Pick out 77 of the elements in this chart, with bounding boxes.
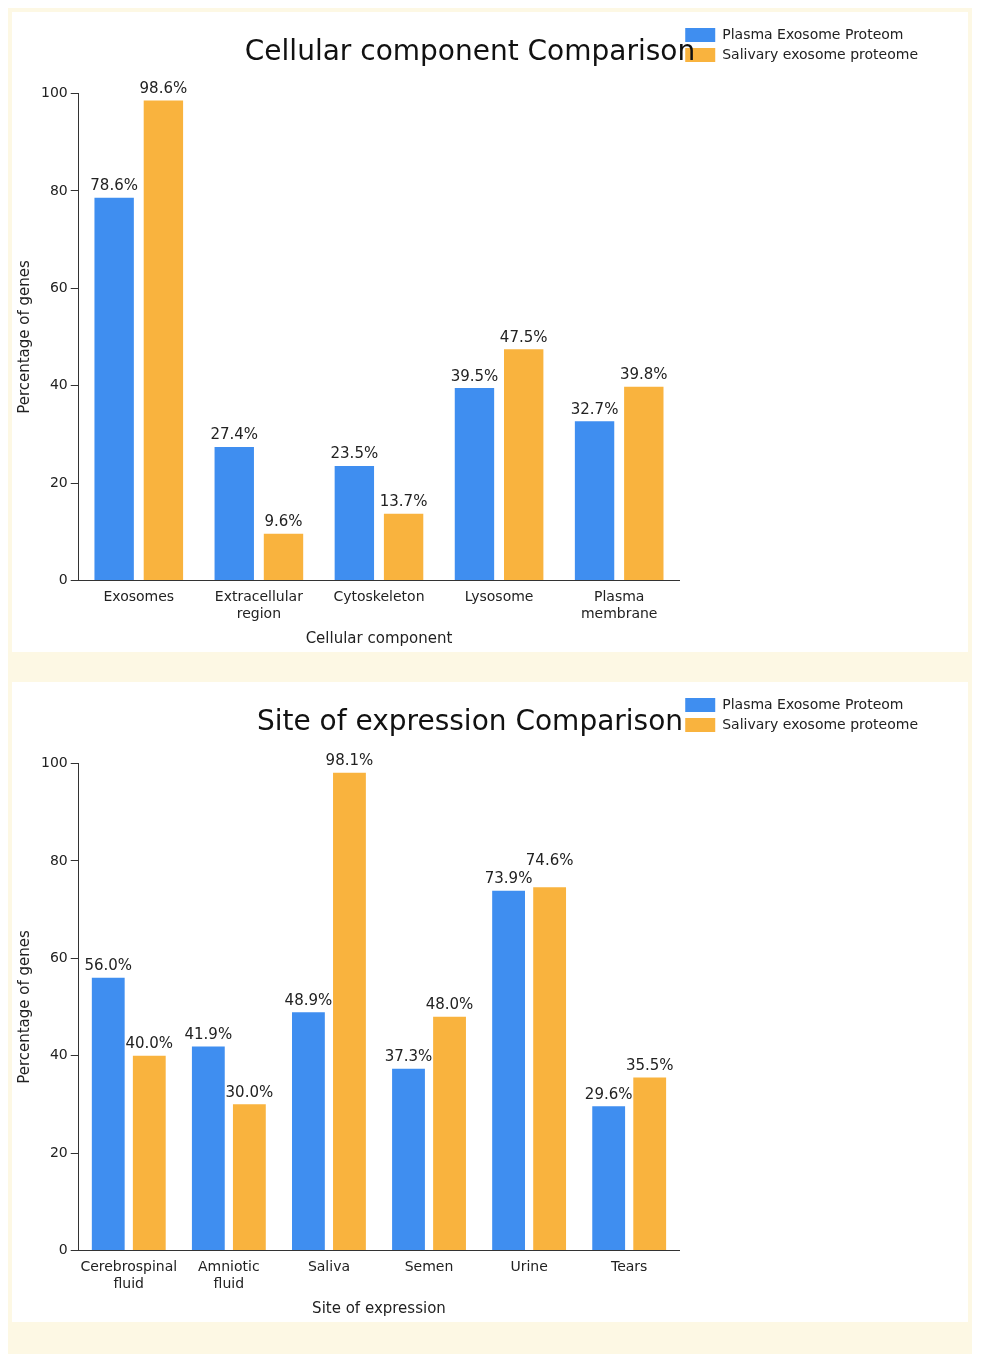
y-tick-label: 40 [49,376,68,393]
bar [263,533,304,580]
y-tick-label: 100 [40,84,68,101]
bar [232,1104,266,1250]
x-tick-label: Semen [404,1258,454,1275]
y-tick-label: 100 [40,754,68,771]
bar [143,100,184,580]
x-tick-label: Urine [510,1258,548,1275]
chart-title: Cellular component Comparison [244,34,696,68]
x-tick-label: Amniotic fluid [198,1258,260,1292]
chart-title: Site of expression Comparison [256,704,684,738]
data-label: 40.0% [125,1034,174,1053]
data-label: 9.6% [264,512,303,531]
y-axis-title: Percentage of genes [14,929,33,1084]
data-label: 56.0% [84,956,133,975]
bar [454,388,495,580]
data-label: 48.9% [284,990,333,1009]
x-tick-label: Saliva [307,1258,350,1275]
bar [433,1016,466,1250]
bar [574,421,615,580]
bar [91,977,125,1250]
bar [533,887,567,1250]
y-tick-label: 40 [49,1046,68,1063]
x-axis-title: Cellular component [305,628,453,647]
data-label: 41.9% [184,1024,233,1043]
y-tick-label: 80 [49,181,68,198]
legend-label: Salivary exosome proteome [722,715,919,732]
data-label: 39.8% [619,365,668,384]
legend-label: Plasma Exosome Proteom [722,25,904,42]
bar [383,513,424,580]
legend-label: Plasma Exosome Proteom [722,695,904,712]
data-label: 29.6% [584,1084,633,1103]
bar [392,1068,425,1250]
x-tick-label: Tears [609,1258,648,1275]
x-axis-title: Site of expression [312,1298,446,1317]
y-tick-label: 60 [49,948,68,965]
data-label: 30.0% [225,1082,274,1101]
y-axis-title: Percentage of genes [14,259,33,414]
bar [292,1012,325,1250]
bar [504,349,544,580]
bar [333,772,366,1250]
data-label: 78.6% [90,176,138,195]
bar [94,197,134,580]
y-tick-label: 20 [49,473,68,490]
x-tick-label: Lysosome [464,588,534,605]
data-label: 47.5% [499,327,548,346]
y-tick-label: 0 [58,571,68,588]
bar [214,447,254,580]
y-tick-label: 80 [49,851,68,868]
data-label: 13.7% [379,492,428,511]
data-label: 35.5% [625,1055,674,1074]
bar [132,1055,166,1250]
bar [334,466,375,580]
data-label: 32.7% [570,399,619,418]
x-tick-label: Cerebrospinal fluid [80,1258,178,1292]
data-label: 74.6% [525,851,574,870]
bar [633,1077,667,1250]
y-tick-label: 0 [58,1241,68,1258]
data-label: 39.5% [450,366,499,385]
x-tick-label: Plasma membrane [580,588,658,622]
data-label: 27.4% [210,425,259,444]
bar [624,386,664,580]
x-tick-label: Extracellular region [214,588,304,622]
bar [592,1106,626,1250]
y-tick-label: 60 [49,278,68,295]
x-tick-label: Cytoskeleton [333,588,425,605]
x-tick-label: Exosomes [103,588,175,605]
bar [191,1046,225,1250]
data-label: 23.5% [330,444,379,463]
y-tick-label: 20 [49,1143,68,1160]
legend-label: Salivary exosome proteome [722,45,919,62]
data-label: 37.3% [384,1047,433,1066]
data-label: 48.0% [425,995,474,1014]
data-label: 98.1% [325,751,374,770]
bar [492,890,525,1250]
data-label: 98.6% [139,78,188,97]
data-label: 73.9% [484,869,533,888]
